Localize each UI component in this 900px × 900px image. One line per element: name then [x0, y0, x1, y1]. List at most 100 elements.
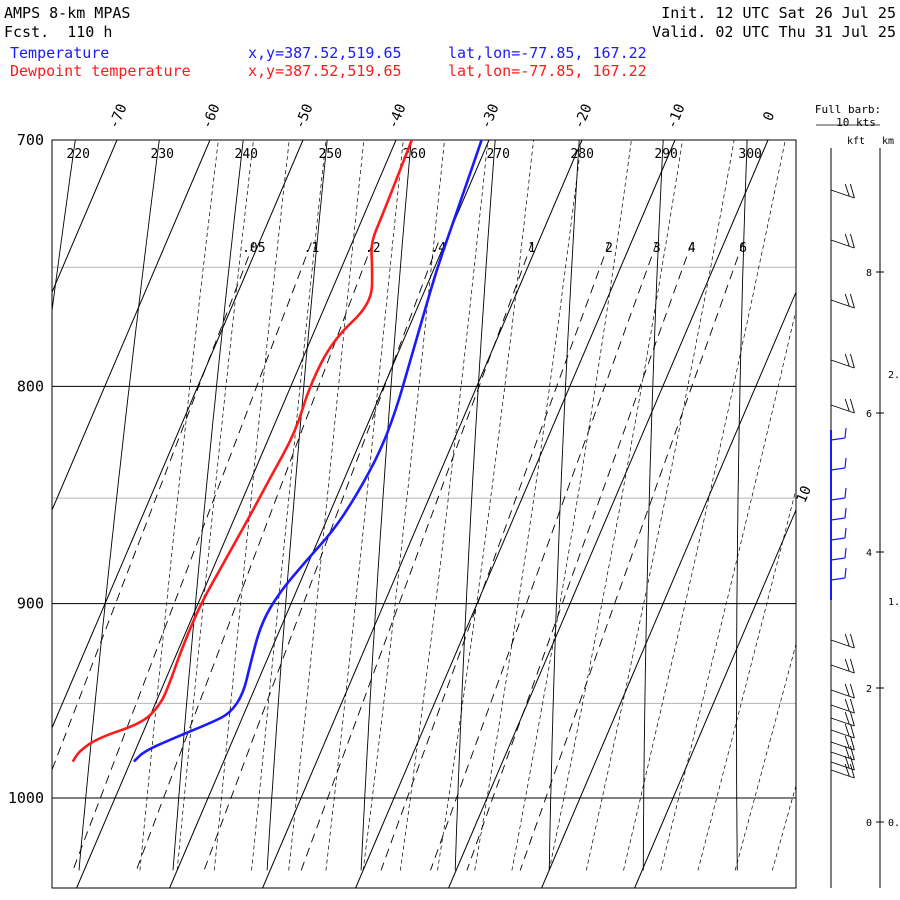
dry-adiabat-tick-label: 250: [318, 147, 341, 162]
wind-barb: [830, 735, 855, 751]
temperature-xy: x,y=387.52,519.65: [248, 44, 402, 62]
wind-barb-panel: Full barb: 10 kts kft km 0 2 4 6 8 0. 1. 2.: [815, 103, 900, 888]
moist-adiabat-line: [623, 140, 786, 871]
wind-barb: [830, 183, 855, 199]
dry-adiabat-tick-label: 300: [738, 147, 761, 162]
wind-barb: [830, 633, 855, 649]
moist-adiabat-line: [213, 140, 290, 871]
dry-adiabat-line: [642, 140, 664, 871]
wind-barb: [830, 683, 855, 699]
wind-barb: [830, 233, 855, 249]
moist-adiabat-line: [511, 140, 632, 871]
kft-label: kft: [847, 136, 865, 147]
dewpoint-legend-label: Dewpoint temperature: [10, 62, 191, 80]
mixing-ratio-line: [72, 242, 312, 871]
dewpoint-latlon: lat,lon=-77.85, 167.22: [448, 62, 647, 80]
dry-adiabat-tick-label: 280: [570, 147, 593, 162]
isotherm-line: [52, 140, 211, 512]
kft-tick-label: 4: [866, 548, 872, 559]
km-label: km: [882, 136, 894, 147]
plot-border: [51, 139, 797, 889]
wind-barb: [830, 755, 855, 771]
mixing-ratio-labels: .05.1.2.4 1 2 3 4 6: [242, 241, 747, 256]
wind-barb: [830, 763, 855, 779]
barb-axes: 0 2 4 6 8 0. 1. 2.: [816, 124, 900, 888]
isotherm-tick-label: -20: [571, 102, 596, 132]
isotherm-line: [52, 140, 304, 730]
km-tick-label: 0.: [888, 818, 900, 829]
wind-barb-blue: [830, 507, 847, 521]
temperature-profile: [133, 140, 483, 762]
isotherm-line: [541, 290, 796, 888]
pressure-tick-label: 1000: [8, 789, 44, 807]
mixing-ratio-line: [52, 242, 255, 772]
mixing-ratio-tick-label: .05: [242, 241, 265, 256]
model-title: AMPS 8-km MPAS: [4, 4, 131, 22]
wind-barb: [830, 723, 855, 739]
wind-barb: [830, 353, 855, 369]
mixing-ratio-line: [519, 242, 744, 871]
mixing-ratio-tick-label: 1: [528, 241, 536, 256]
kft-tick-label: 2: [866, 684, 872, 695]
init-time: Init. 12 UTC Sat 26 Jul 25: [661, 4, 896, 22]
dry-adiabat-line: [266, 140, 328, 871]
dry-adiabat-tick-label: 240: [235, 147, 258, 162]
moist-adiabat-line: [399, 140, 489, 871]
full-barb-kts: 10 kts: [836, 116, 876, 129]
isotherm-tick-label: -40: [385, 102, 410, 132]
isotherm-tick-label: -30: [478, 102, 503, 132]
isotherm-line: [52, 140, 118, 294]
wind-barb-blue: [830, 547, 847, 561]
thermo-grid: [0, 140, 796, 888]
km-tick-label: 1.: [888, 597, 900, 608]
wind-barb: [830, 711, 855, 727]
mixing-ratio-tick-label: 2: [605, 241, 613, 256]
mixing-ratio-line: [466, 242, 693, 871]
temperature-legend-label: Temperature: [10, 44, 110, 62]
pressure-axis: 700 800 900 1000: [8, 131, 44, 807]
wind-barb: [830, 293, 855, 309]
mixing-ratio-line: [430, 242, 658, 871]
moist-adiabat-line: [660, 308, 796, 871]
moist-adiabat-line: [176, 140, 254, 871]
wind-barb-blue: [830, 567, 847, 581]
dewpoint-profile: [72, 140, 414, 762]
kft-tick-label: 0: [866, 818, 872, 829]
kft-tick-label: 6: [866, 409, 872, 420]
dry-adiabat-line: [78, 140, 160, 871]
wind-barb: [830, 698, 855, 714]
valid-time: Valid. 02 UTC Thu 31 Jul 25: [652, 23, 896, 41]
dewpoint-xy: x,y=387.52,519.65: [248, 62, 402, 80]
isotherm-line: [448, 140, 769, 888]
dry-adiabat-line: [172, 140, 244, 871]
isotherm-line: [76, 140, 397, 888]
pressure-tick-label: 900: [17, 595, 44, 613]
moist-adiabat-line: [585, 140, 735, 871]
dry-adiabat-tick-label: 220: [67, 147, 90, 162]
dry-adiabat-tick-label: 290: [654, 147, 677, 162]
isotherm-line: [355, 140, 676, 888]
moist-adiabat-line: [771, 784, 796, 871]
plot-frame: [51, 139, 797, 889]
isotherm-tick-label: 0: [760, 109, 778, 123]
wind-barbs: [830, 183, 855, 779]
isotherm-line: [0, 140, 24, 888]
dry-adiabat-tick-label: 270: [486, 147, 509, 162]
wind-barb: [830, 398, 855, 414]
moist-adiabat-line: [697, 487, 796, 871]
isotherm-tick-label: -10: [664, 102, 689, 132]
isotherm-line: [634, 508, 796, 888]
mixing-ratio-tick-label: 3: [653, 241, 661, 256]
kft-tick-label: 8: [866, 268, 872, 279]
temperature-latlon: lat,lon=-77.85, 167.22: [448, 44, 647, 62]
isotherm-tick-label: -50: [292, 102, 317, 132]
mixing-ratio-line: [300, 242, 533, 871]
mixing-ratio-tick-label: 4: [688, 241, 696, 256]
isotherm-line: [169, 140, 490, 888]
mixing-ratio-line: [203, 242, 439, 871]
pressure-tick-label: 800: [17, 377, 44, 395]
dry-adiabat-line: [548, 140, 580, 871]
moist-adiabat-line: [139, 140, 219, 871]
dry-adiabat-line: [360, 140, 412, 871]
